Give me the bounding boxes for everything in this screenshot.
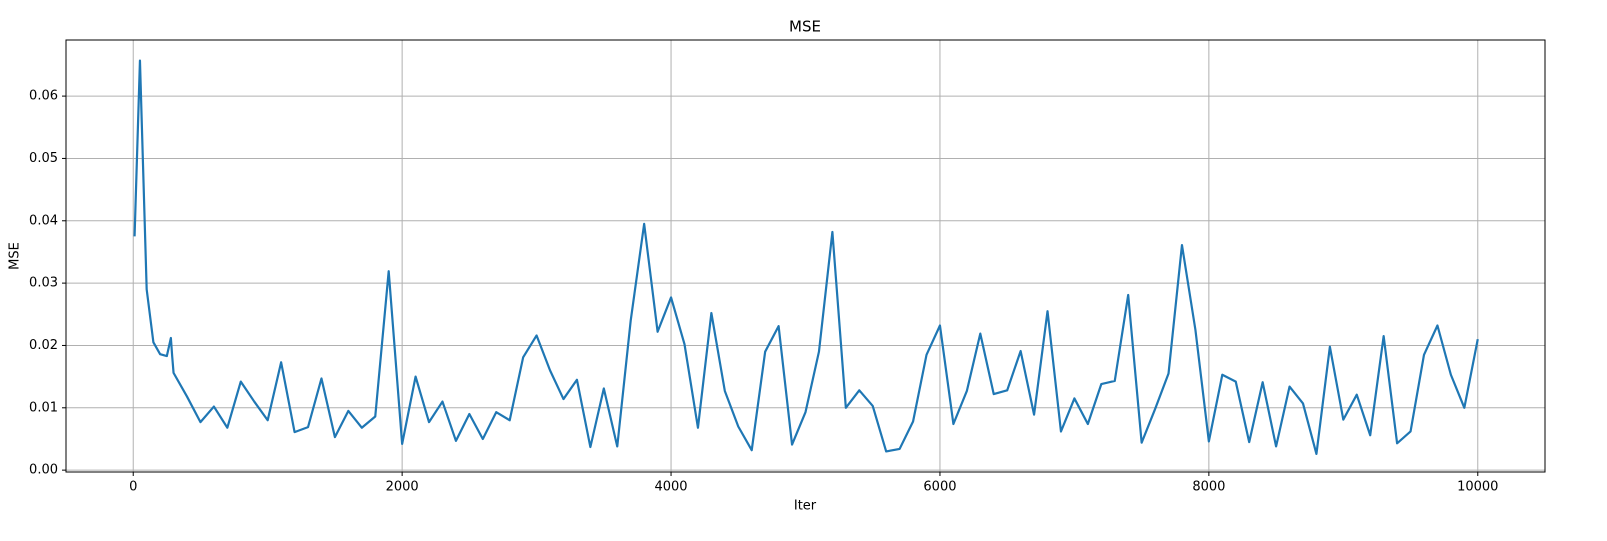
y-tick-label: 0.00 <box>29 463 58 478</box>
x-axis-label: Iter <box>794 499 817 514</box>
plot-frame <box>65 39 1546 473</box>
y-tick-label: 0.05 <box>29 151 58 166</box>
x-tick-label: 8000 <box>1192 480 1225 495</box>
y-tick-label: 0.03 <box>29 276 58 291</box>
y-tick-label: 0.02 <box>29 338 58 353</box>
y-tick-label: 0.06 <box>29 89 58 104</box>
data-line <box>133 59 1479 456</box>
x-tick-label: 4000 <box>654 480 687 495</box>
y-tick-label: 0.01 <box>29 400 58 415</box>
y-tick-label: 0.04 <box>29 213 58 228</box>
x-tick-label: 6000 <box>923 480 956 495</box>
x-tick-label: 2000 <box>386 480 419 495</box>
y-axis-label: MSE <box>8 242 23 270</box>
x-tick-label: 10000 <box>1457 480 1498 495</box>
chart-title: MSE <box>789 18 821 36</box>
x-tick-label: 0 <box>129 480 137 495</box>
